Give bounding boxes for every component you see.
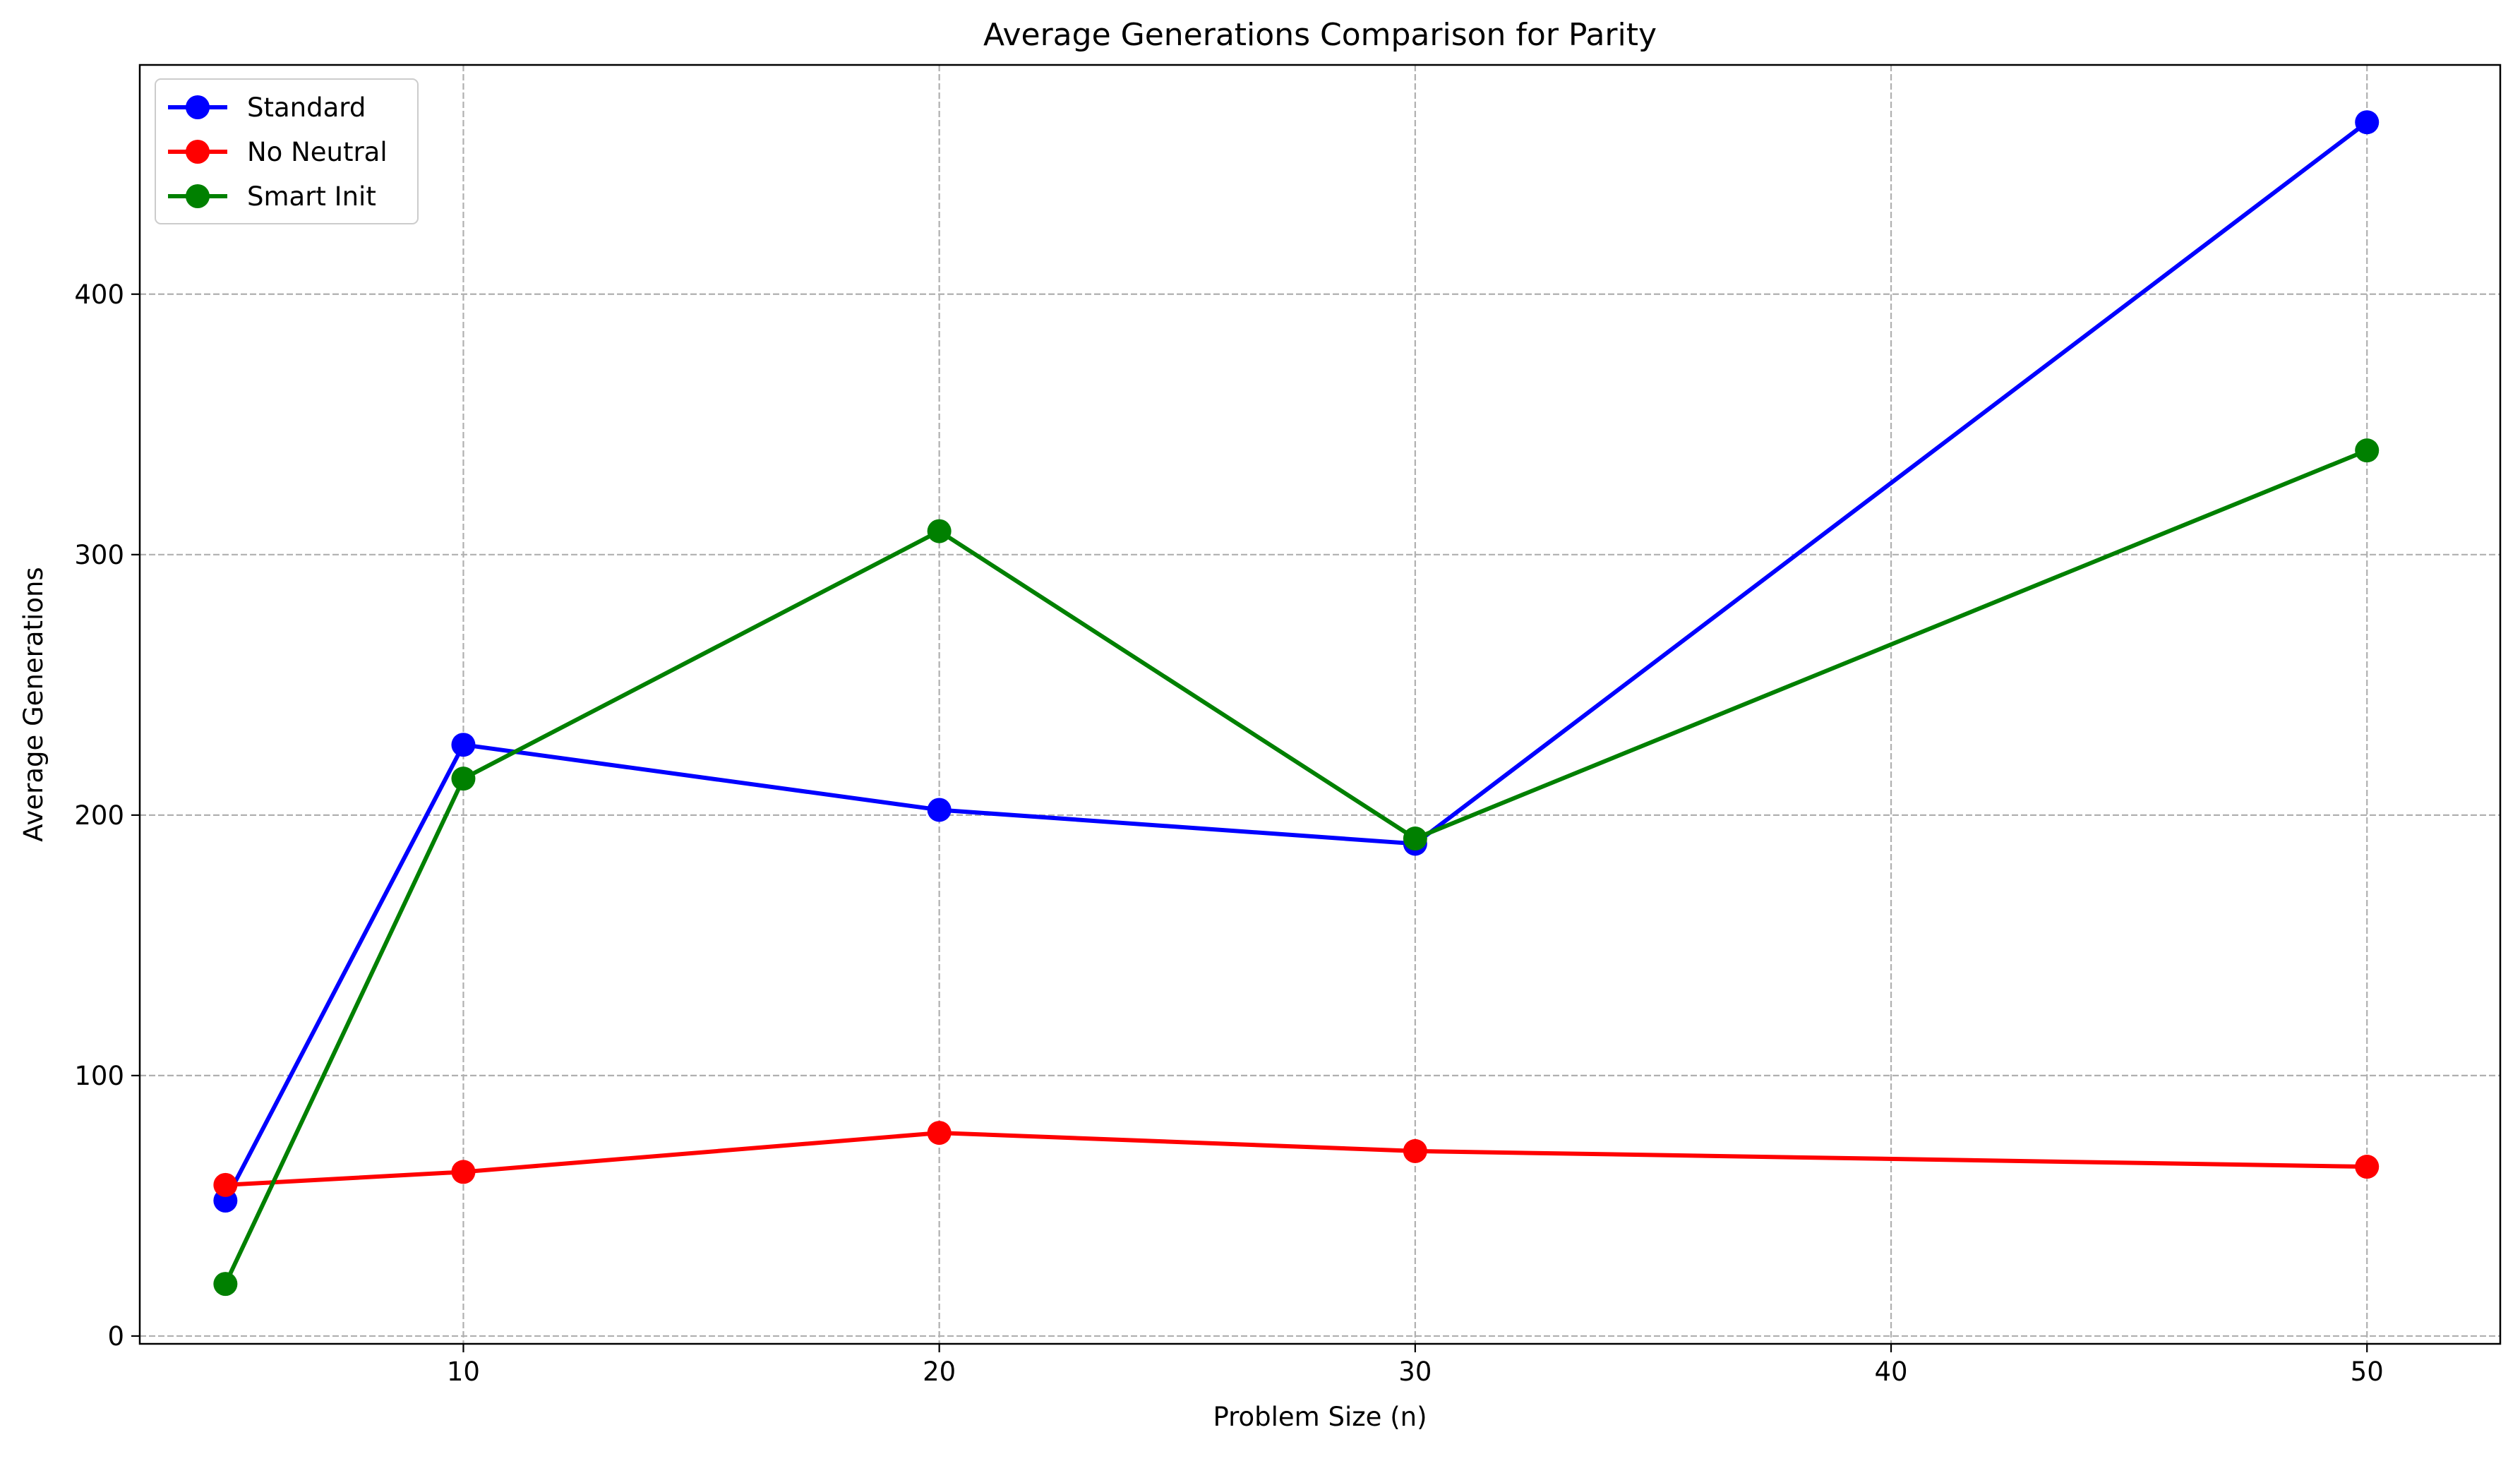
data-point [451, 766, 476, 791]
y-tick-label: 200 [74, 800, 124, 831]
data-point [1403, 1138, 1427, 1163]
data-point [927, 1121, 952, 1146]
data-point [451, 1160, 476, 1184]
legend-swatch-marker [186, 140, 210, 164]
legend: Standard No Neutral Smart Init [155, 78, 419, 224]
y-tick-label: 300 [74, 540, 124, 570]
data-point [213, 1172, 238, 1197]
chart-title: Average Generations Comparison for Parit… [983, 17, 1657, 53]
data-point [927, 798, 952, 822]
series-lines [213, 110, 2380, 1297]
y-tick-label: 0 [107, 1321, 124, 1352]
legend-item: Standard [168, 92, 366, 123]
y-tick-label: 100 [74, 1061, 124, 1091]
legend-box [155, 78, 419, 224]
data-point [2355, 1155, 2380, 1179]
data-point [213, 1272, 238, 1297]
data-point [2355, 110, 2380, 135]
legend-swatch-marker [186, 95, 210, 119]
plot-frame [138, 64, 2502, 1345]
x-tick-label: 20 [923, 1357, 956, 1387]
data-point [1403, 826, 1427, 851]
x-axis-label: Problem Size (n) [1213, 1402, 1427, 1432]
data-point [927, 519, 952, 543]
data-point [2355, 438, 2380, 463]
y-axis-label: Average Generations [18, 567, 49, 841]
legend-item: Smart Init [168, 181, 376, 212]
y-tick-label: 400 [74, 279, 124, 310]
x-tick-label: 40 [1874, 1357, 1907, 1387]
legend-swatch-marker [186, 184, 210, 208]
data-point [451, 733, 476, 757]
x-tick-label: 10 [447, 1357, 480, 1387]
legend-item: No Neutral [168, 137, 388, 167]
series-no-neutral [213, 1121, 2380, 1197]
legend-label: Smart Init [247, 181, 376, 212]
series-smart-init [213, 438, 2380, 1297]
x-tick-label: 30 [1398, 1357, 1432, 1387]
legend-label: Standard [247, 92, 366, 123]
grid-lines [140, 65, 2500, 1344]
x-tick-label: 50 [2351, 1357, 2384, 1387]
legend-label: No Neutral [247, 137, 388, 167]
axis-ticks: 10 20 30 40 50 0 100 200 300 400 [74, 279, 2383, 1387]
